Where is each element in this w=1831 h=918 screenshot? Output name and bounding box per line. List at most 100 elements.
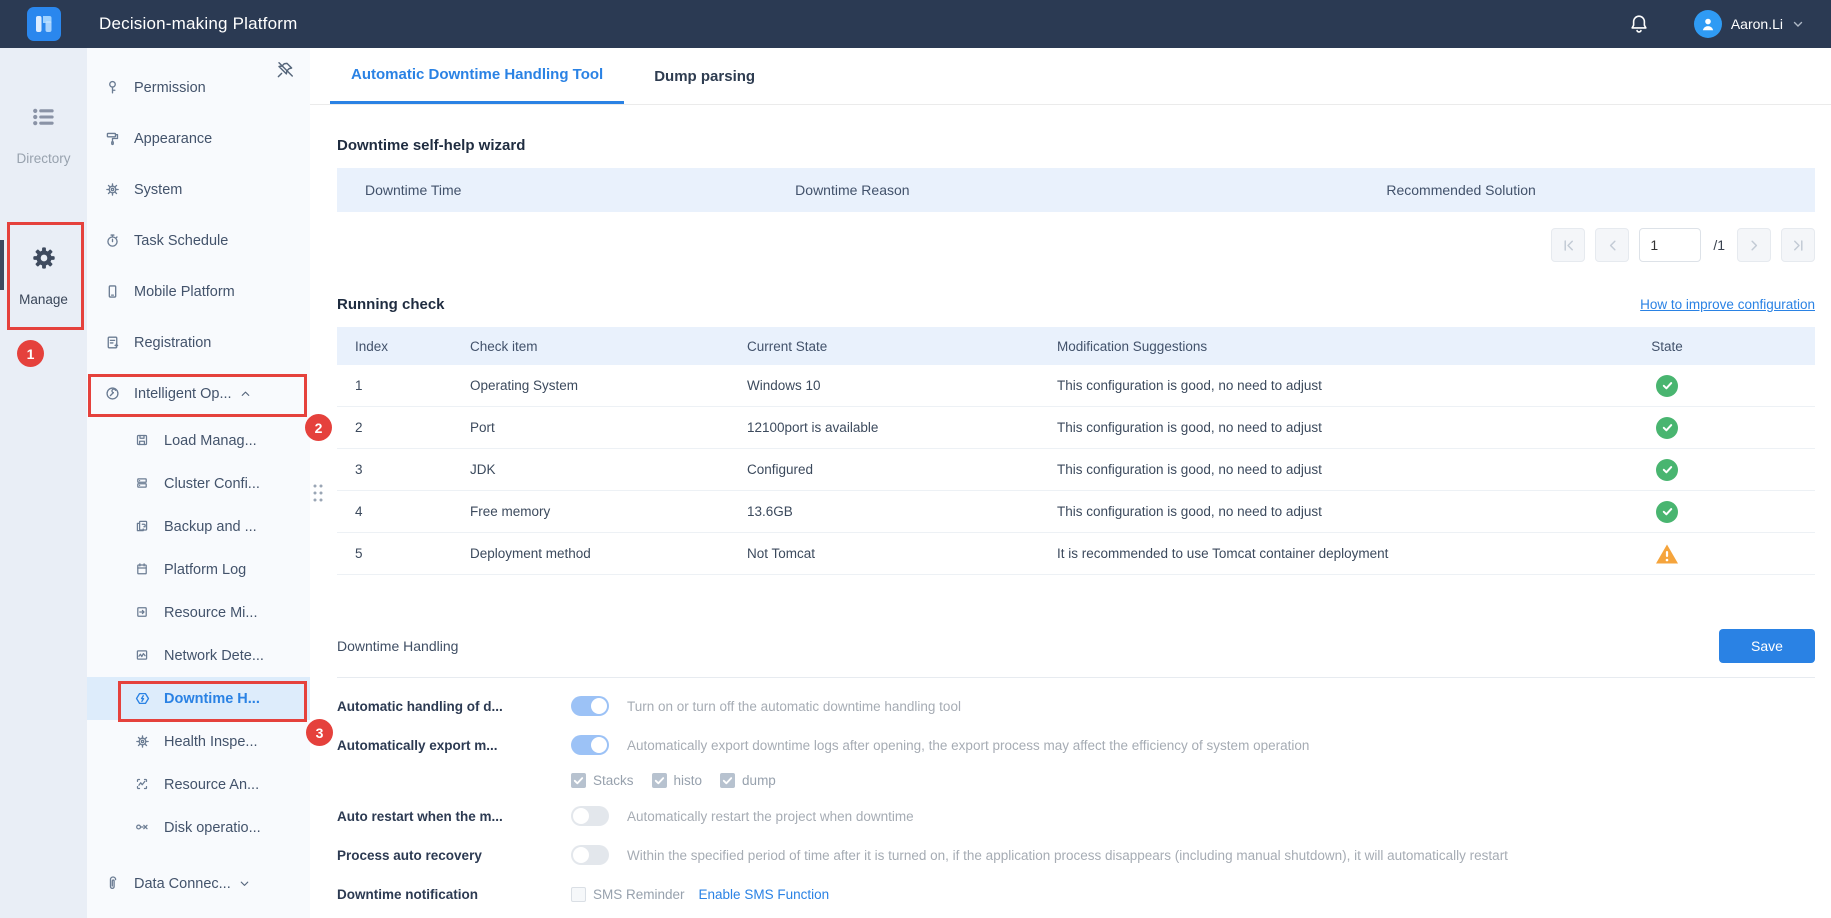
sidebar-item[interactable]: Downtime H... (87, 677, 310, 720)
cell-check-item: Deployment method (470, 546, 591, 561)
sidebar-item-label: Permission (134, 79, 206, 96)
sidebar-item-label: Intelligent Op... (134, 385, 232, 402)
app-title: Decision-making Platform (99, 14, 298, 33)
tabbar: Automatic Downtime Handling Tool Dump pa… (310, 48, 1831, 105)
sidebar-item-label: Health Inspe... (164, 733, 258, 750)
directory-list-icon (30, 103, 58, 131)
setting-row: Automatically export m... Automatically e… (337, 734, 1815, 756)
prev-page-button[interactable] (1595, 228, 1630, 262)
active-route-indicator (0, 240, 4, 290)
sidebar-menu: Permission Appearance System Task Schedule M… (87, 48, 310, 909)
cell-state (1602, 500, 1732, 523)
monitor-icon (134, 647, 152, 665)
sidebar: Permission Appearance System Task Schedule M… (87, 48, 323, 918)
chevron-down-icon (238, 877, 251, 890)
table-row: 4 Free memory 13.6GB This configuration is … (337, 491, 1815, 533)
user-menu[interactable]: Aaron.Li (1693, 10, 1805, 38)
sidebar-item[interactable]: Permission (87, 62, 310, 113)
sms-reminder-checkbox[interactable] (571, 886, 586, 902)
cell-index: 3 (355, 462, 363, 477)
cell-current-state: 12100port is available (747, 420, 879, 435)
setting-helper-text: Turn on or turn off the automatic downti… (627, 698, 961, 714)
column-header: Recommended Solution (1386, 182, 1536, 198)
main-panel: Automatic Downtime Handling Tool Dump pa… (310, 48, 1831, 918)
gear-icon (30, 244, 58, 272)
sidebar-item[interactable]: Health Inspe... (87, 720, 310, 763)
toggle-switch[interactable] (571, 845, 609, 865)
tab-dump-parsing[interactable]: Dump parsing (654, 67, 756, 85)
cell-current-state: Configured (747, 462, 814, 477)
sidebar-item[interactable]: Mobile Platform (87, 266, 310, 317)
tab-automatic-downtime-handling-tool[interactable]: Automatic Downtime Handling Tool (330, 48, 625, 104)
setting-label: Downtime notification (337, 886, 478, 902)
cell-index: 5 (355, 546, 363, 561)
checkbox[interactable] (651, 773, 667, 788)
sidebar-item[interactable]: Cluster Confi... (87, 462, 310, 505)
notification-row: Downtime notification SMS Reminder Enable … (337, 883, 1815, 905)
improve-configuration-link[interactable]: How to improve configuration (1640, 297, 1815, 312)
cell-index: 2 (355, 420, 363, 435)
toggle-knob (591, 737, 607, 753)
checkbox[interactable] (720, 773, 736, 788)
checkbox-label: Stacks (593, 773, 634, 788)
analysis-icon (134, 776, 152, 794)
success-check-icon (1656, 416, 1678, 439)
enable-sms-link[interactable]: Enable SMS Function (698, 886, 830, 902)
column-header: Modification Suggestions (1057, 338, 1208, 354)
topbar: Decision-making Platform Aaron.Li (0, 0, 1831, 48)
rail-item-manage[interactable]: Manage (0, 244, 87, 307)
cell-state (1602, 543, 1732, 565)
cell-state (1602, 416, 1732, 439)
unpin-sidebar-icon[interactable] (275, 60, 297, 82)
content: Downtime self-help wizard Downtime Time … (310, 137, 1831, 905)
sidebar-item[interactable]: Registration (87, 317, 310, 368)
toggle-switch[interactable] (571, 735, 609, 755)
column-header: Downtime Time (365, 182, 462, 198)
sidebar-item[interactable]: Network Dete... (87, 634, 310, 677)
wizard-table-header: Downtime Time Downtime Reason Recommende… (337, 168, 1815, 212)
cell-suggestion: This configuration is good, no need to a… (1057, 504, 1322, 519)
notification-bell-icon[interactable] (1628, 13, 1650, 35)
sidebar-item[interactable]: System (87, 164, 310, 215)
export-options-row: Stacks histo dump (571, 773, 1815, 788)
next-page-button[interactable] (1737, 228, 1771, 262)
drag-handle-icon[interactable] (311, 482, 325, 504)
sidebar-item[interactable]: Data Connec... (87, 858, 310, 909)
sidebar-item[interactable]: Task Schedule (87, 215, 310, 266)
export-doc-icon (134, 604, 152, 622)
sidebar-item[interactable]: Intelligent Op... (87, 368, 310, 419)
sidebar-item-label: Resource An... (164, 776, 260, 793)
sidebar-item-label: Load Manag... (164, 432, 257, 449)
roller-icon (104, 130, 122, 148)
sidebar-item[interactable]: Appearance (87, 113, 310, 164)
sidebar-item-label: Cluster Confi... (164, 475, 260, 492)
sidebar-item[interactable]: Resource An... (87, 763, 310, 806)
rail-item-directory[interactable]: Directory (0, 103, 87, 166)
setting-helper-text: Within the specified period of time afte… (627, 847, 1508, 863)
last-page-button[interactable] (1781, 228, 1815, 262)
cell-check-item: Port (470, 420, 495, 435)
chevron-up-icon (239, 387, 252, 400)
page-number-input[interactable] (1639, 228, 1702, 262)
sidebar-item[interactable]: Disk operatio... (87, 806, 310, 849)
cell-state (1602, 458, 1732, 481)
sidebar-item[interactable]: Load Manag... (87, 419, 310, 462)
nodes-icon (134, 819, 152, 837)
checkbox[interactable] (571, 773, 586, 788)
sidebar-item-label: Appearance (134, 130, 213, 147)
sidebar-item-label: Backup and ... (164, 518, 257, 535)
sidebar-item-label: Resource Mi... (164, 604, 258, 621)
sidebar-item[interactable]: Resource Mi... (87, 591, 310, 634)
toggle-switch[interactable] (571, 696, 609, 716)
cell-current-state: 13.6GB (747, 504, 793, 519)
first-page-button[interactable] (1551, 228, 1586, 262)
column-header: Check item (470, 338, 538, 354)
sidebar-item[interactable]: Backup and ... (87, 505, 310, 548)
stopwatch-icon (104, 232, 122, 250)
calendar-icon (134, 561, 152, 579)
running-check-table-header: Index Check item Current State Modificat… (337, 327, 1815, 365)
save-button[interactable]: Save (1719, 629, 1815, 663)
toggle-switch[interactable] (571, 806, 609, 826)
cell-index: 4 (355, 504, 363, 519)
sidebar-item[interactable]: Platform Log (87, 548, 310, 591)
